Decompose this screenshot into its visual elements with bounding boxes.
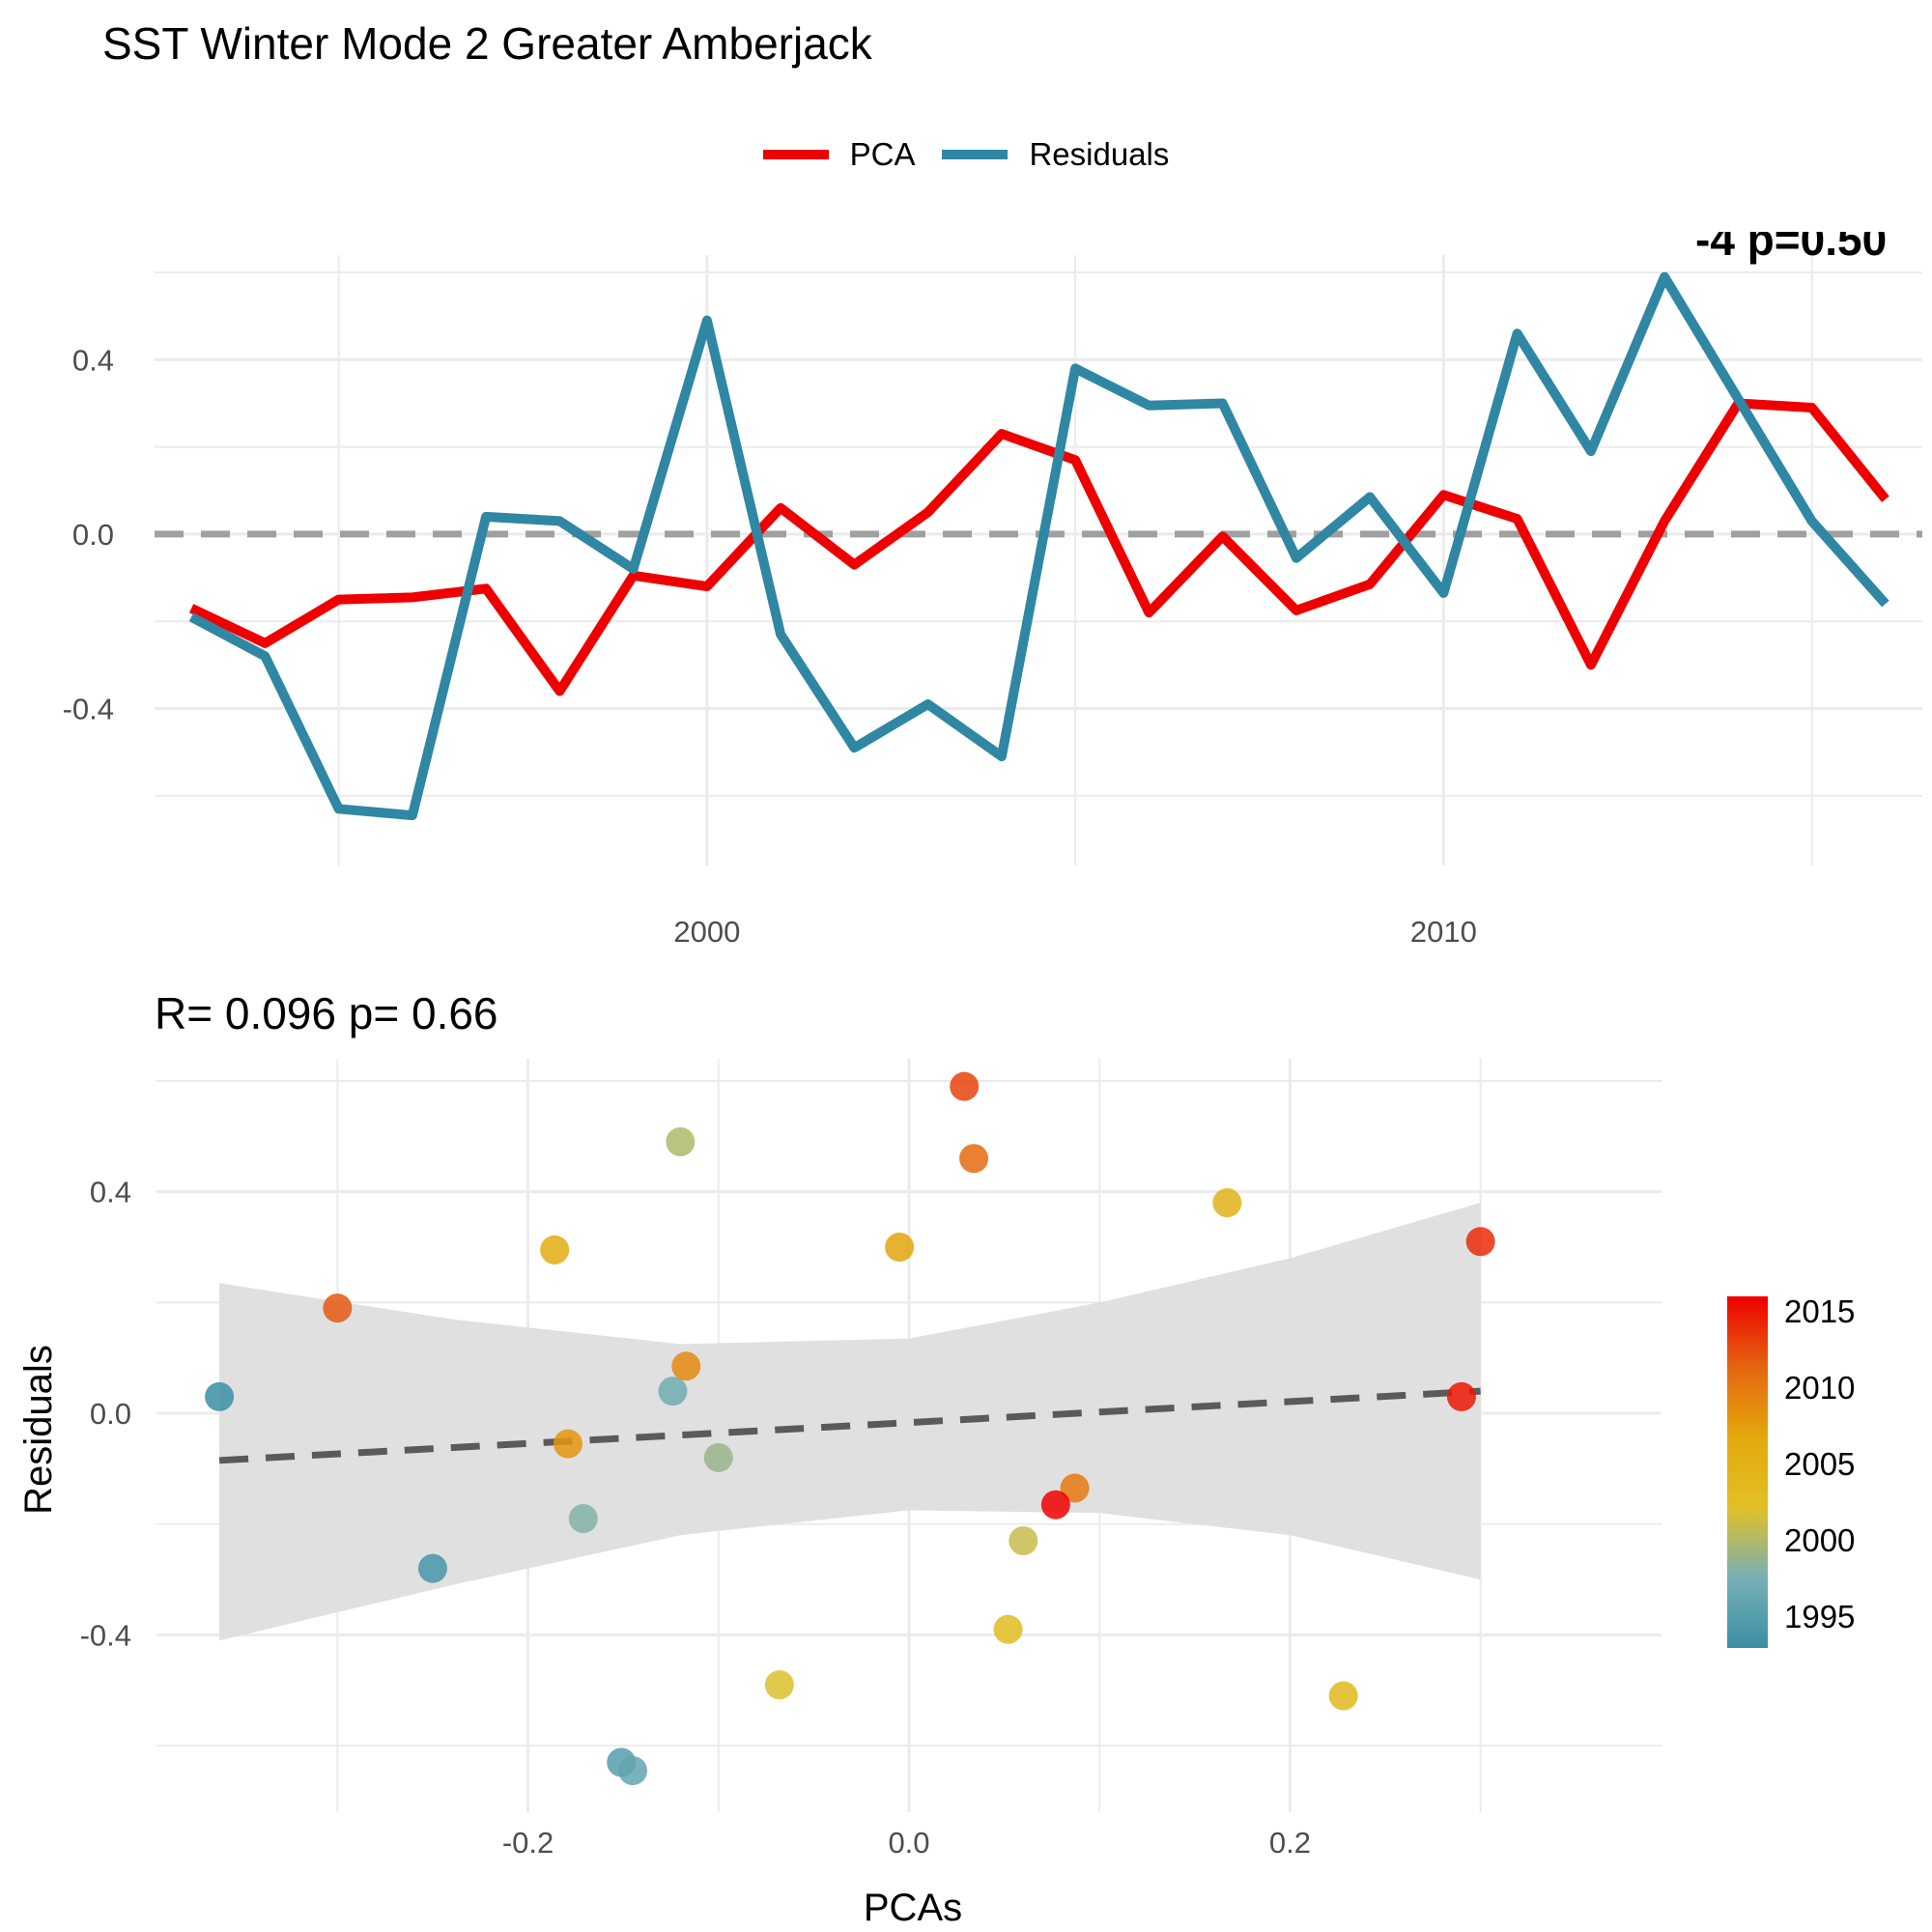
scatter-chart: -0.2 0.0 0.2 -0.4 0.0 0.4 PCAs Residuals [17,1059,1662,1929]
scatter-point [417,1553,447,1583]
scatter-point [1060,1473,1090,1503]
legend-item-pca: PCA [762,136,916,173]
y-tick-label: -0.4 [80,1618,131,1652]
legend-item-residuals: Residuals [942,136,1169,173]
scatter-point [950,1071,980,1101]
x-axis-label: PCAs [864,1887,962,1929]
scatter-point [540,1235,570,1264]
scatter-point [1328,1681,1358,1711]
scatter-tick-labels: -0.2 0.0 0.2 -0.4 0.0 0.4 [80,1176,1311,1860]
fit-line-group [218,1387,1481,1464]
x-tick-label: 2000 [673,915,740,949]
confidence-band-group [219,1203,1481,1641]
y-tick-label: 0.4 [72,343,114,377]
scatter-point [1009,1525,1038,1555]
y-tick-label: 0.0 [90,1397,131,1431]
scatter-point [568,1504,598,1534]
colorbar-tick-label: 1995 [1784,1599,1856,1635]
scatter-point [1040,1490,1070,1520]
y-tick-label: -0.4 [63,692,114,725]
confidence-band [219,1203,1481,1641]
legend-label-residuals: Residuals [1029,136,1170,172]
x-tick-label: 0.2 [1269,1826,1311,1860]
colorbar-tick-label: 2005 [1784,1446,1856,1483]
legend-swatch-pca [762,150,829,159]
x-tick-label: -0.2 [502,1826,554,1860]
scatter-stats-title: R= 0.096 p= 0.66 [155,988,498,1038]
scatter-point [658,1377,688,1406]
time-series-lines [188,271,1889,821]
scatter-point [885,1233,915,1262]
fit-line [218,1387,1481,1464]
scatter-point [323,1293,353,1323]
clipped-top-label: -4 p=0.50 [1695,232,1887,265]
scatter-point [205,1381,235,1411]
y-tick-label: 0.0 [72,518,114,552]
series-line-residuals [188,271,1889,821]
time-series-chart: 2000 2010 -0.4 0.0 0.4 -4 p=0.50 [63,232,1922,949]
scatter-point [618,1755,648,1785]
scatter-point [666,1127,696,1157]
scatter-points [205,1071,1495,1785]
scatter-point [553,1429,582,1459]
colorbar-tick-label: 2015 [1784,1293,1856,1329]
legend: PCA Residuals [0,126,1932,184]
legend-label-pca: PCA [849,136,916,172]
colorbar-tick-label: 2010 [1784,1369,1856,1406]
y-tick-label: 0.4 [90,1176,131,1209]
scatter-point [1446,1381,1476,1411]
scatter-point [764,1670,794,1700]
scatter-point [993,1614,1023,1644]
colorbar-tick-label: 2000 [1784,1522,1856,1559]
y-axis-label: Residuals [17,1345,60,1515]
scatter-point [1212,1188,1242,1218]
x-tick-label: 0.0 [888,1826,929,1860]
legend-swatch-residuals [942,150,1009,159]
time-series-tick-labels: 2000 2010 -0.4 0.0 0.4 [63,343,1477,949]
scatter-point [703,1442,733,1472]
x-tick-label: 2010 [1410,915,1477,949]
scatter-point [1465,1227,1495,1257]
year-colorbar [1727,1296,1768,1648]
scatter-point [959,1144,989,1174]
scatter-point [671,1351,701,1381]
series-line-pca [188,398,1889,696]
chart-title: SST Winter Mode 2 Greater Amberjack [102,18,872,69]
